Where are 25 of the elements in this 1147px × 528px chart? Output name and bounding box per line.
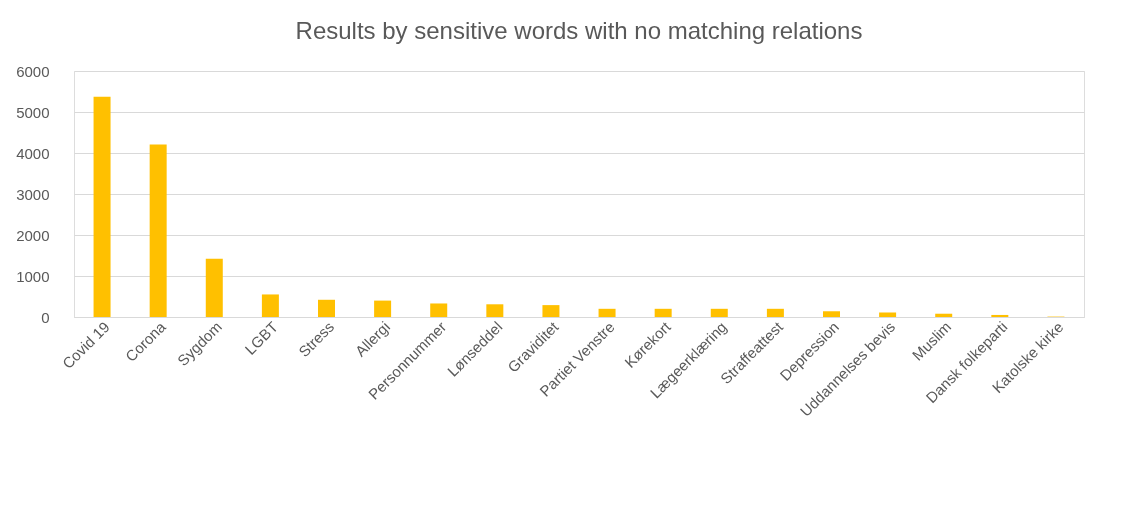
y-tick-label: 2000 — [16, 226, 50, 244]
bar — [654, 308, 672, 317]
bar — [261, 294, 279, 317]
y-tick-label: 5000 — [16, 103, 50, 121]
bar — [823, 311, 840, 317]
bar — [991, 314, 1009, 317]
y-tick-label: 1000 — [16, 267, 50, 285]
bar — [542, 305, 560, 317]
bar — [93, 96, 111, 317]
bar — [598, 308, 616, 317]
bar — [766, 308, 784, 317]
bar — [430, 303, 448, 317]
bar — [318, 299, 335, 317]
bar — [486, 304, 504, 317]
bar — [879, 312, 897, 317]
chart-title: Results by sensitive words with no matching relations — [295, 17, 863, 44]
y-tick-label: 0 — [41, 308, 50, 326]
bar — [374, 300, 392, 317]
bar — [710, 308, 728, 317]
y-tick-label: 4000 — [16, 144, 50, 162]
bar — [935, 313, 953, 317]
y-tick-label: 6000 — [16, 62, 50, 80]
y-tick-label: 3000 — [16, 185, 50, 203]
bar — [149, 144, 167, 317]
bar — [205, 258, 223, 317]
